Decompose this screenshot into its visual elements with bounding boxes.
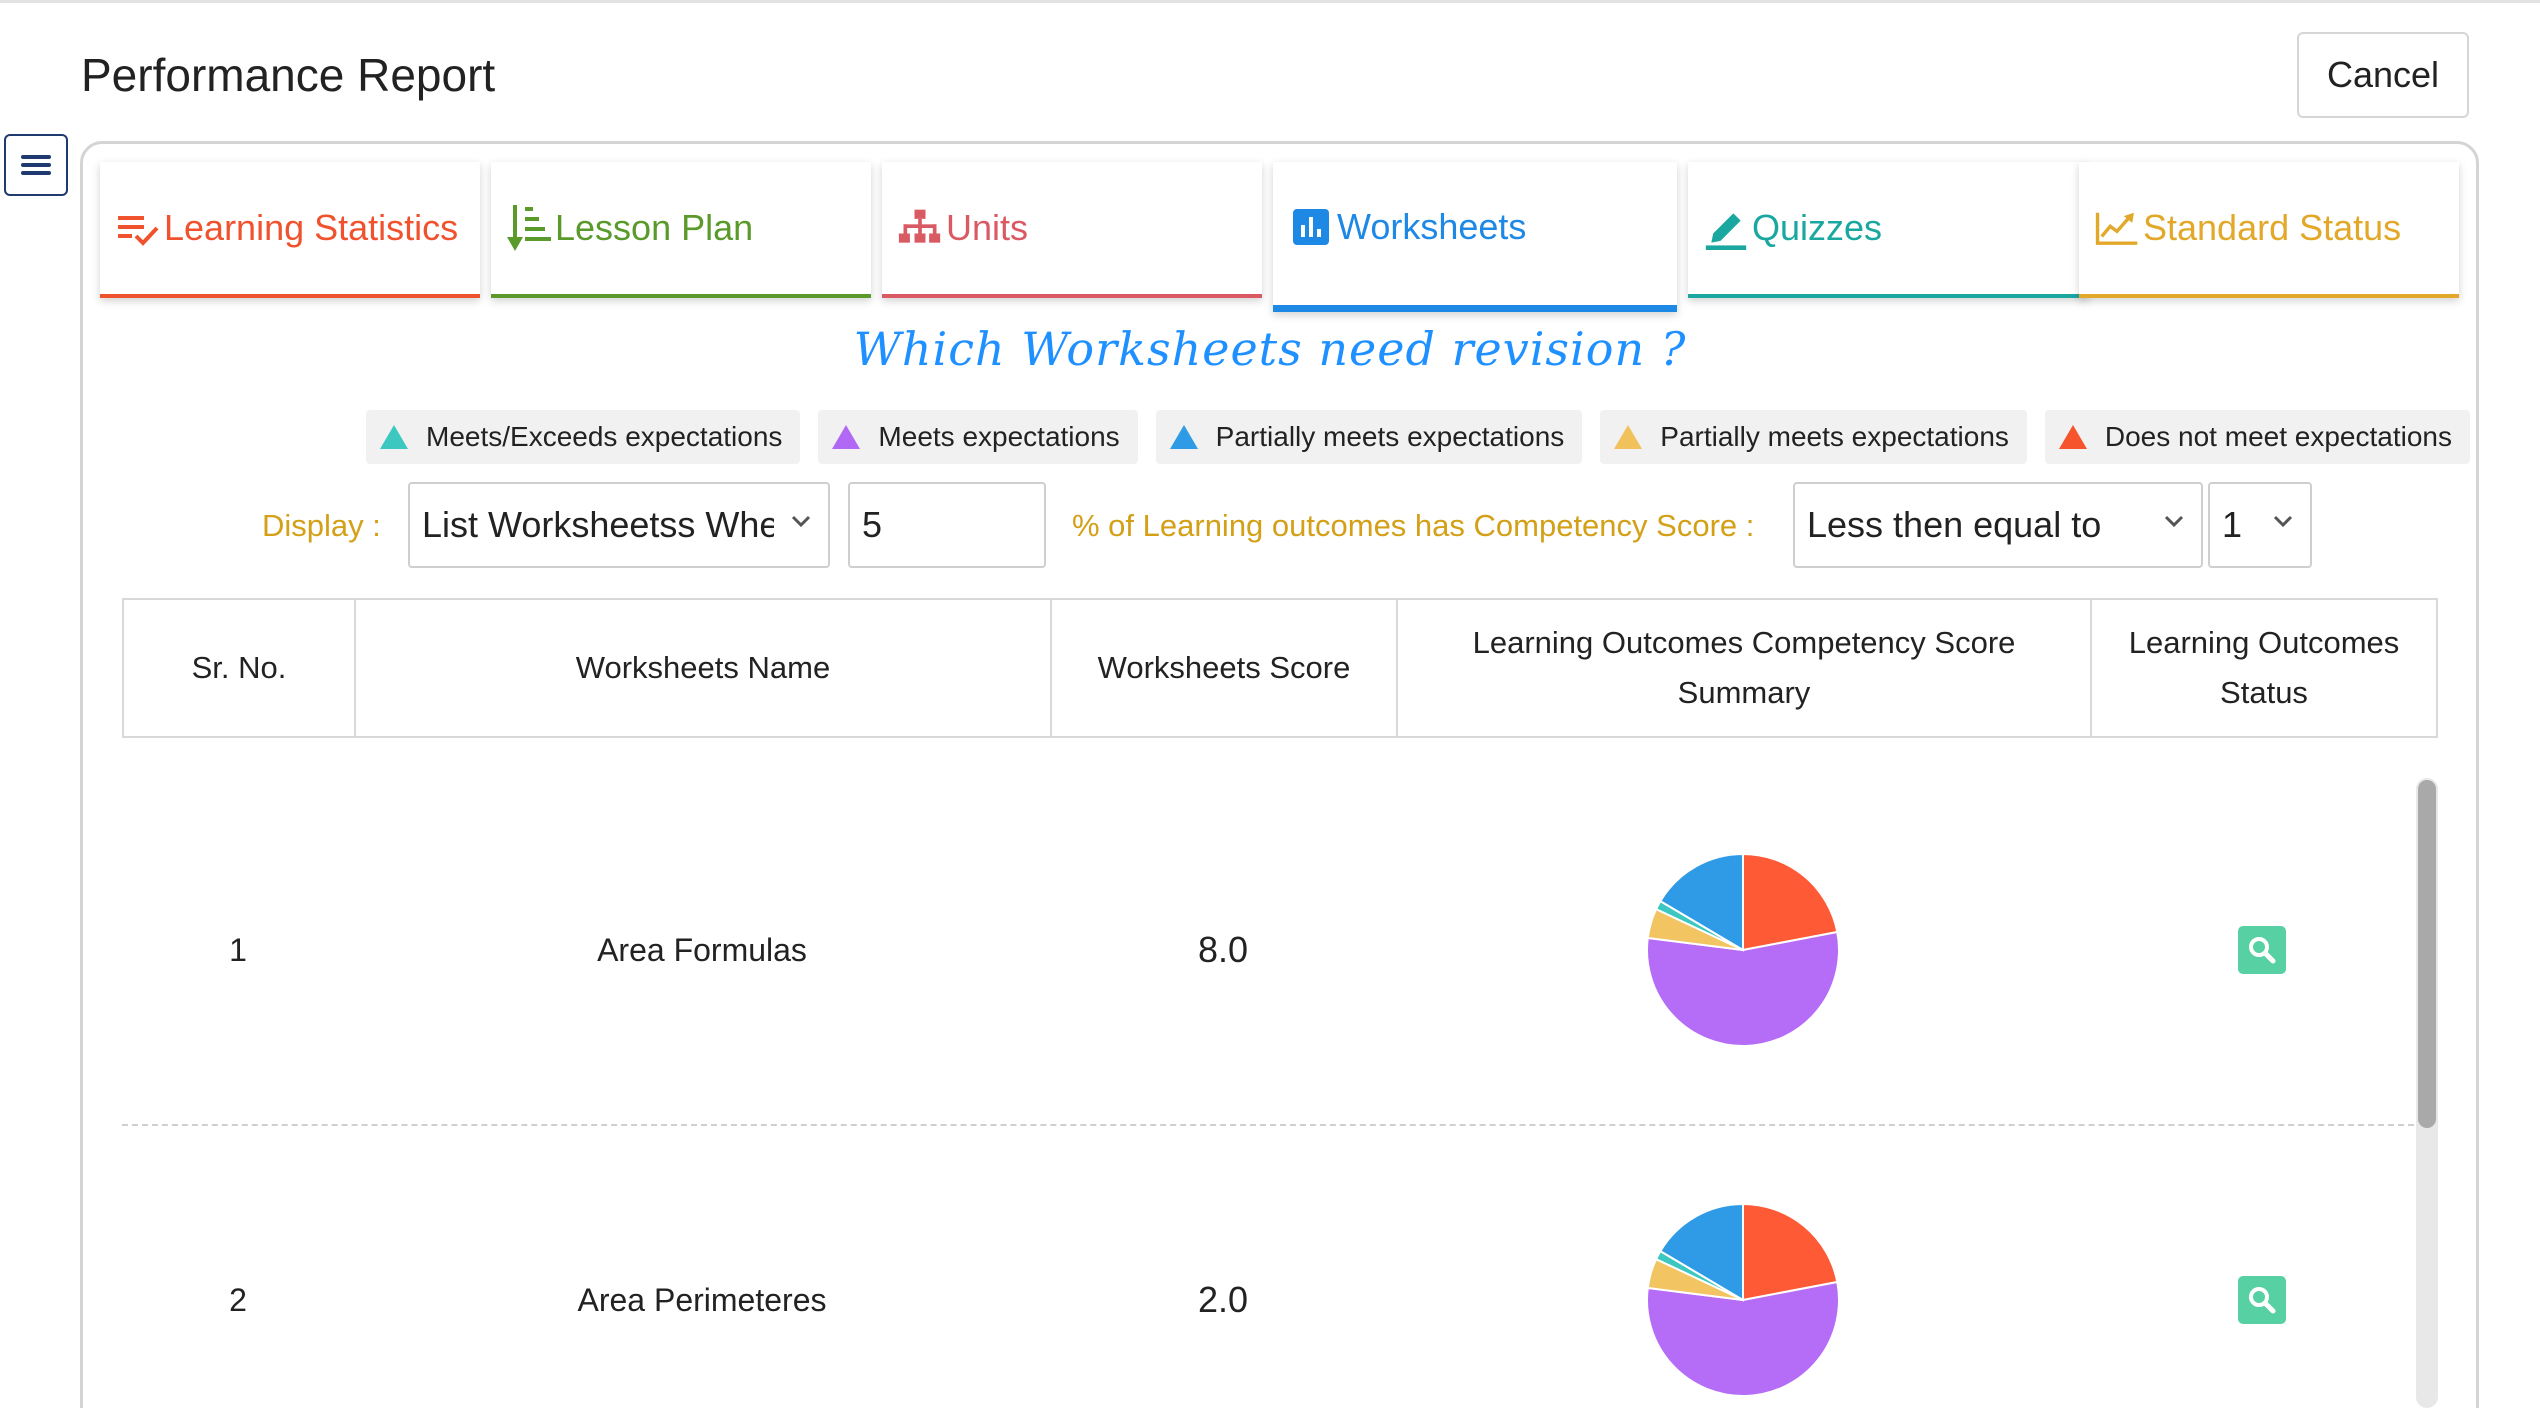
report-panel (80, 141, 2479, 1408)
tab-quizzes[interactable]: Quizzes (1688, 162, 2088, 298)
view-outcomes-button[interactable] (2238, 1276, 2286, 1324)
row-divider (122, 1124, 2414, 1126)
search-icon (2249, 1287, 2276, 1314)
competency-pie-chart[interactable] (1643, 850, 1843, 1050)
legend-label: Partially meets expectations (1660, 421, 2009, 452)
tab-label: Units (946, 207, 1029, 248)
comparison-select[interactable]: Less then equal to (1793, 482, 2203, 568)
legend-item: Meets/Exceeds expectations (366, 410, 801, 464)
legend-label: Meets expectations (878, 421, 1120, 452)
list-type-select[interactable]: List Worksheetss Whe (408, 482, 830, 568)
pie-slice[interactable] (1742, 1202, 1839, 1302)
status-cell (2090, 1125, 2434, 1408)
legend: Meets/Exceeds expectations Meets expecta… (366, 410, 2470, 464)
pie-slice[interactable] (1646, 930, 1840, 1047)
legend-label: Partially meets expectations (1215, 421, 1565, 452)
select-value: 1 (2222, 504, 2243, 545)
header-sr-no: Sr. No. (124, 600, 356, 736)
tab-lesson-plan[interactable]: Lesson Plan (491, 162, 871, 298)
search-icon (2249, 937, 2276, 964)
tab-label: Lesson Plan (555, 207, 754, 248)
trend-chart-icon (2095, 206, 2139, 250)
worksheet-score-cell: 2.0 (1197, 1279, 1249, 1320)
table-header: Sr. No. Worksheets Name Worksheets Score… (122, 598, 2438, 738)
view-outcomes-button[interactable] (2238, 926, 2286, 974)
triangle-icon (2058, 425, 2087, 449)
pen-icon (1704, 206, 1748, 250)
scrollbar-thumb[interactable] (2418, 780, 2436, 1128)
sr-no-cell: 1 (229, 931, 247, 968)
triangle-icon (1614, 425, 1643, 449)
tab-label: Standard Status (2143, 207, 2402, 248)
page-title: Performance Report (81, 49, 496, 101)
menu-toggle-button[interactable] (4, 134, 68, 196)
summary-cell (1396, 775, 2090, 1125)
top-border (0, 0, 2540, 3)
select-value: Less then equal to (1807, 504, 2102, 545)
sr-no-cell: 2 (229, 1281, 247, 1318)
percent-input[interactable]: 5 (848, 482, 1046, 568)
worksheet-score-cell: 8.0 (1197, 929, 1249, 970)
select-value: List Worksheetss Whe (422, 504, 774, 545)
filter-row: Display : List Worksheetss Whe 5 % of Le… (0, 482, 2540, 568)
tab-worksheets[interactable]: Worksheets (1273, 162, 1677, 312)
pie-slice[interactable] (1658, 852, 1744, 952)
triangle-icon (1169, 425, 1198, 449)
display-label: Display : (262, 508, 381, 543)
legend-label: Does not meet expectations (2104, 421, 2452, 452)
competency-pie-chart[interactable] (1643, 1200, 1843, 1400)
hamburger-icon (21, 155, 51, 175)
pie-slice[interactable] (1742, 852, 1839, 952)
worksheet-name-cell: Area Perimeteres (577, 1281, 827, 1318)
legend-item: Partially meets expectations (1155, 410, 1583, 464)
sort-list-icon (507, 205, 551, 251)
header-outcomes-status: Learning Outcomes Status (2128, 625, 2400, 710)
triangle-icon (380, 425, 408, 449)
tab-label: Learning Statistics (164, 207, 459, 248)
bar-chart-icon (1289, 205, 1333, 249)
legend-item: Partially meets expectations (1600, 410, 2027, 464)
chevron-down-icon (2164, 515, 2184, 528)
score-select[interactable]: 1 (2208, 482, 2312, 568)
input-value: 5 (862, 504, 883, 545)
table-row: 1 Area Formulas 8.0 (122, 775, 2414, 1125)
table-row: 2 Area Perimeteres 2.0 (122, 1125, 2414, 1408)
chevron-down-icon (2273, 515, 2293, 528)
cancel-button[interactable]: Cancel (2297, 32, 2469, 118)
tab-learning-statistics[interactable]: Learning Statistics (100, 162, 480, 298)
chevron-down-icon (791, 515, 811, 528)
header-worksheet-score: Worksheets Score (1052, 600, 1398, 736)
pie-slice[interactable] (1646, 1280, 1840, 1397)
triangle-icon (832, 425, 861, 449)
tab-units[interactable]: Units (882, 162, 1262, 298)
hierarchy-icon (898, 206, 942, 250)
tab-standard-status[interactable]: Standard Status (2079, 162, 2459, 298)
tab-bar: Learning Statistics Lesson Plan Units Wo… (100, 162, 2460, 312)
checklist-icon (116, 206, 160, 250)
condition-label: % of Learning outcomes has Competency Sc… (1072, 508, 1755, 543)
header-competency-summary: Learning Outcomes Competency Score Summa… (1398, 600, 2092, 736)
worksheet-name-cell: Area Formulas (597, 931, 807, 968)
legend-label: Meets/Exceeds expectations (426, 421, 783, 452)
summary-cell (1396, 1125, 2090, 1408)
tab-label: Worksheets (1337, 205, 1527, 247)
status-cell (2090, 775, 2434, 1125)
pie-slice[interactable] (1658, 1202, 1744, 1302)
legend-item: Does not meet expectations (2044, 410, 2470, 464)
section-headline: Which Worksheets need revision ? (853, 322, 1687, 376)
legend-item: Meets expectations (818, 410, 1138, 464)
tab-label: Quizzes (1752, 207, 1883, 248)
header-worksheet-name: Worksheets Name (356, 600, 1052, 736)
